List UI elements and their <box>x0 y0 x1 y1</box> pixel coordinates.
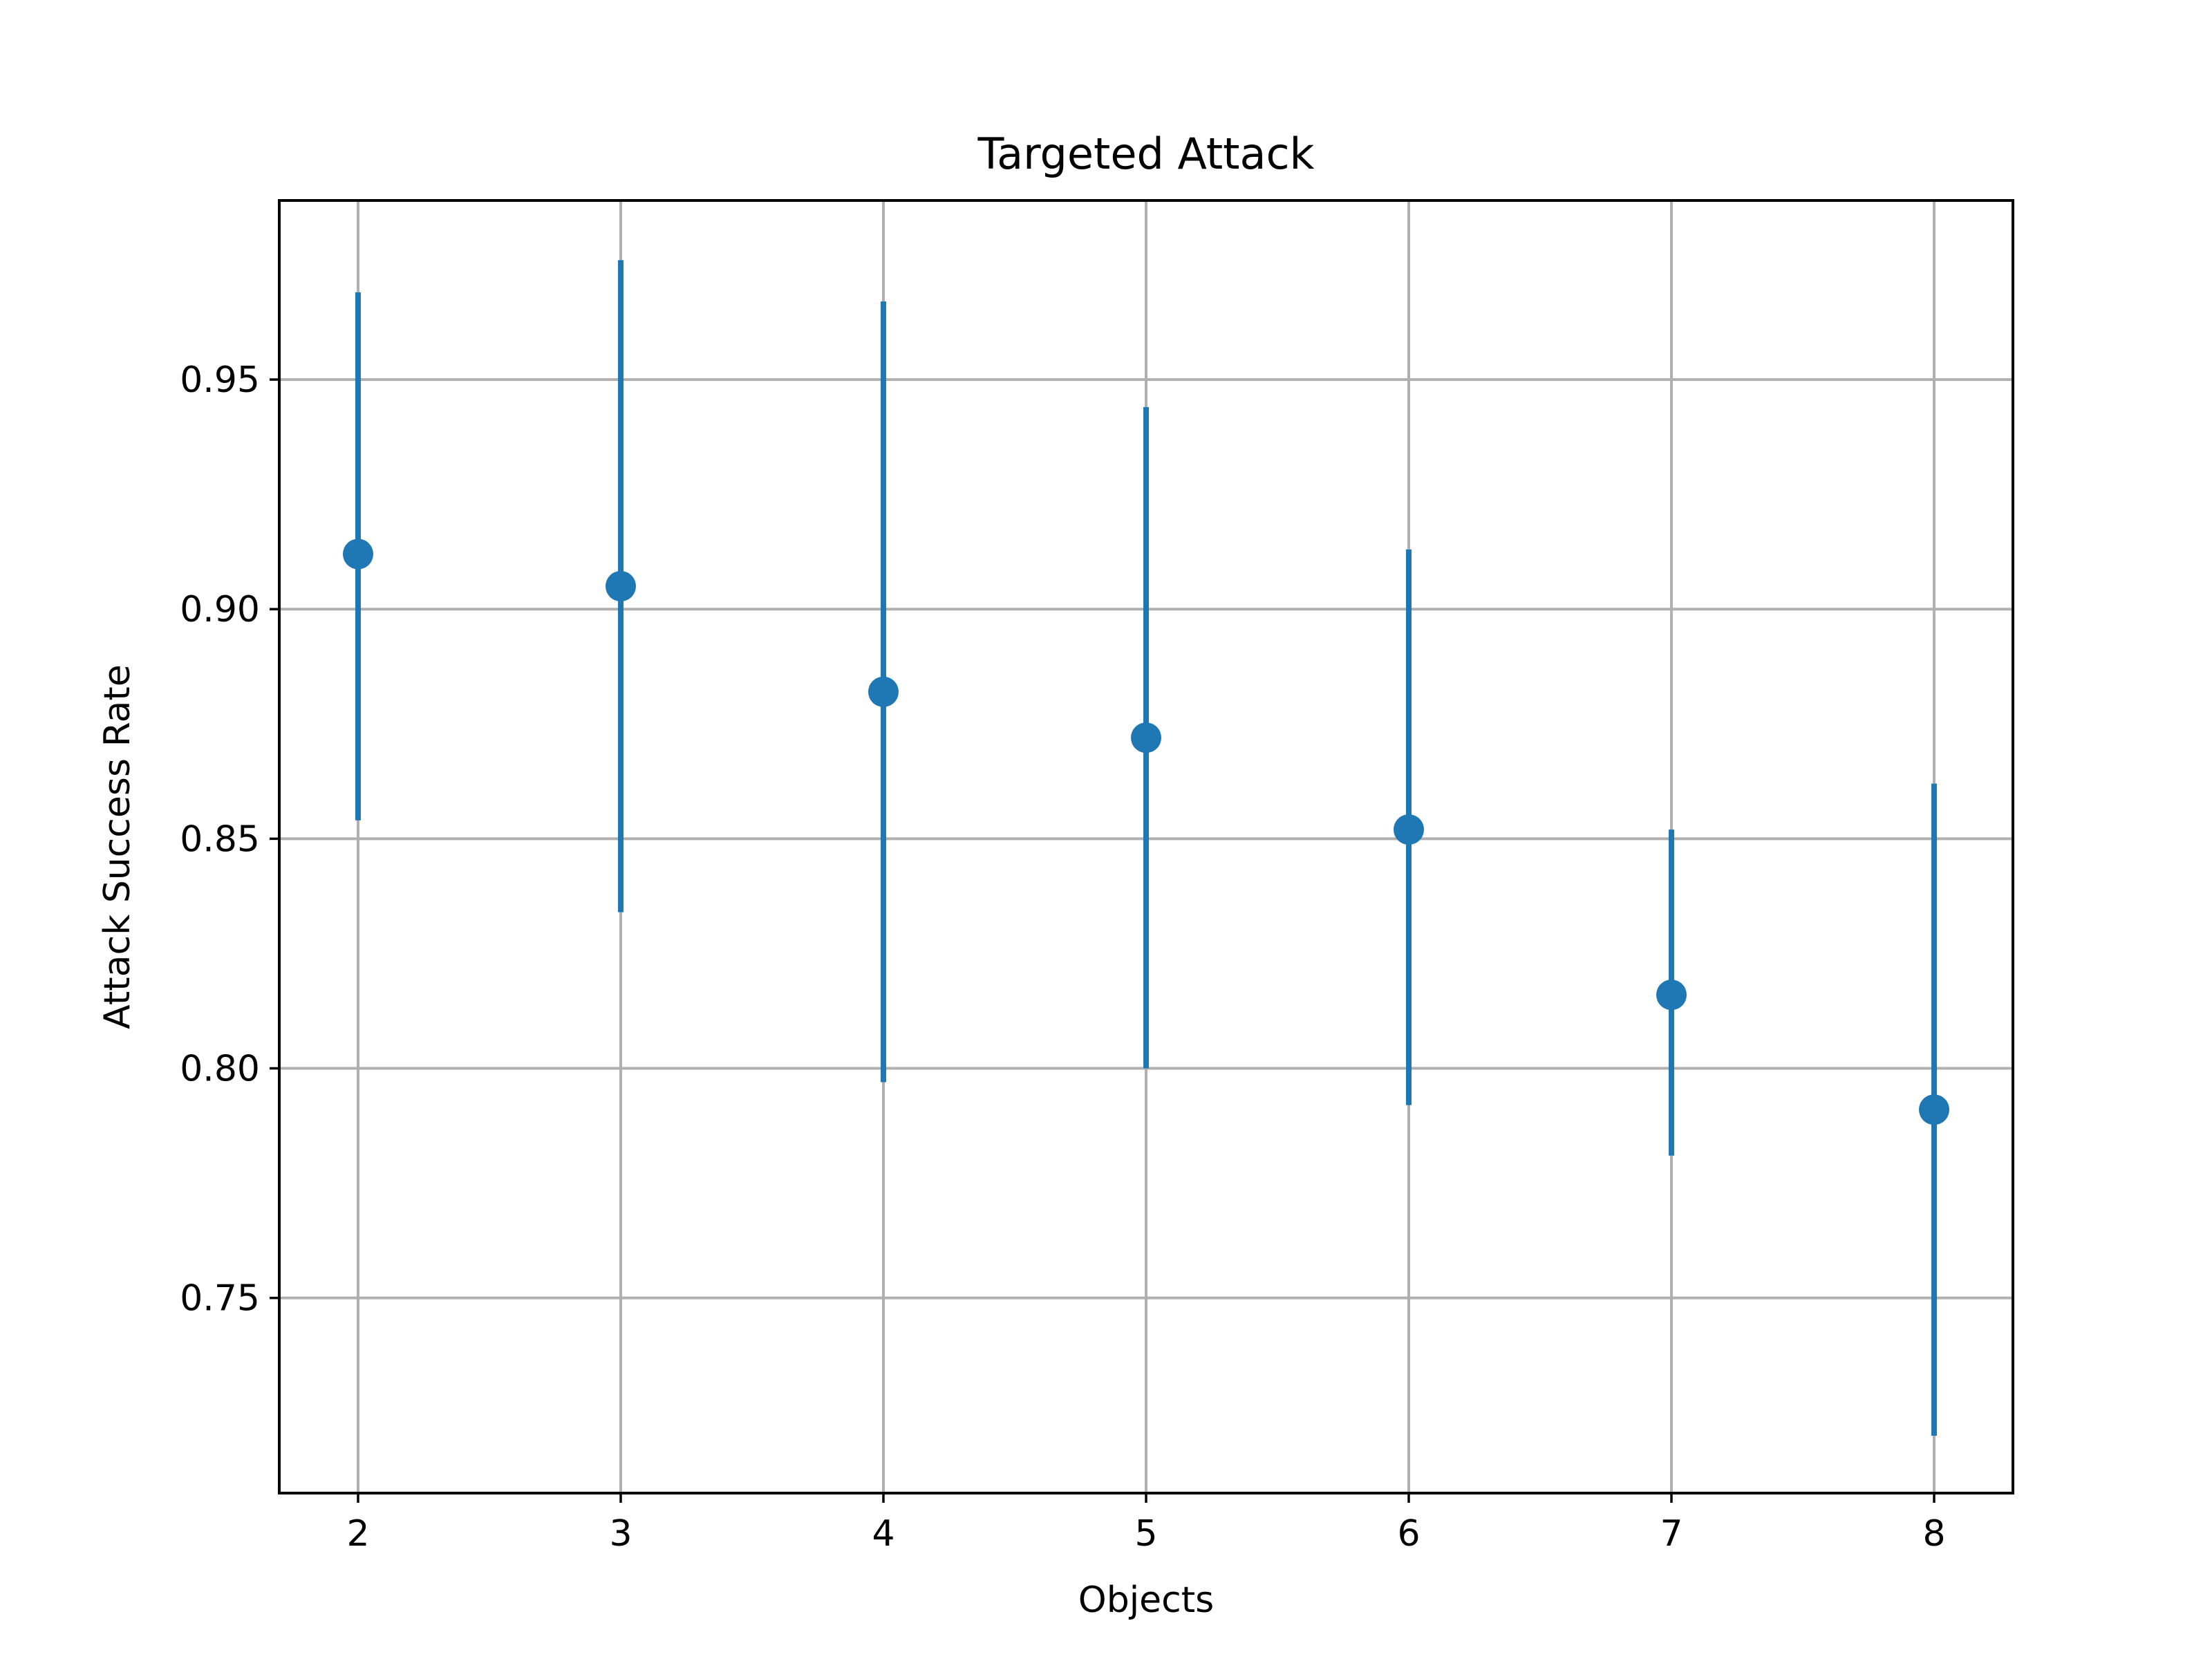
data-point <box>1919 1094 1949 1125</box>
y-tick-label: 0.75 <box>180 1278 260 1320</box>
x-tick-label: 3 <box>609 1513 632 1555</box>
y-tick-label: 0.80 <box>180 1049 260 1090</box>
data-point <box>606 571 636 602</box>
data-point <box>1394 814 1424 845</box>
y-axis-label: Attack Success Rate <box>97 664 138 1029</box>
data-point <box>1131 722 1161 753</box>
x-tick-label: 4 <box>872 1513 894 1555</box>
data-points <box>343 538 1949 1125</box>
chart-title: Targeted Attack <box>977 129 1315 179</box>
y-tick-label: 0.85 <box>180 818 260 860</box>
x-tick-label: 7 <box>1660 1513 1683 1555</box>
y-tick-label: 0.90 <box>180 589 260 630</box>
x-tick-label: 2 <box>346 1513 369 1555</box>
y-tick-labels: 0.75 0.80 0.85 0.90 0.95 <box>180 359 260 1320</box>
y-tick-label: 0.95 <box>180 359 260 401</box>
x-tick-label: 5 <box>1134 1513 1157 1555</box>
axis-ticks <box>270 378 1936 1503</box>
data-point <box>343 538 373 570</box>
data-point <box>868 676 899 707</box>
x-tick-labels: 2 3 4 5 6 7 8 <box>346 1513 1945 1555</box>
x-tick-label: 6 <box>1397 1513 1420 1555</box>
x-tick-label: 8 <box>1922 1513 1945 1555</box>
data-point <box>1656 980 1687 1011</box>
x-axis-label: Objects <box>1078 1580 1214 1621</box>
